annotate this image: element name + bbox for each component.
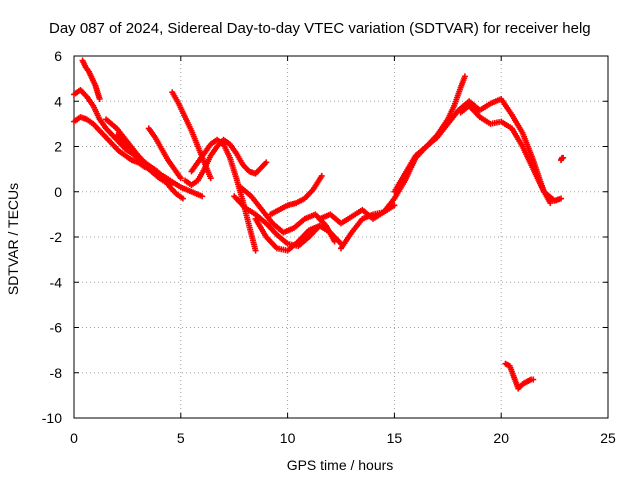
- series-pass-8: [182, 136, 270, 188]
- series-pass-10: [237, 184, 338, 245]
- x-tick-label: 20: [493, 430, 509, 446]
- data-point: [547, 200, 554, 207]
- y-tick-label: -4: [50, 274, 63, 290]
- data-point: [179, 195, 186, 202]
- y-tick-label: 0: [54, 184, 62, 200]
- y-tick-label: -2: [50, 229, 63, 245]
- data-point: [461, 73, 468, 80]
- series-pass-18: [558, 154, 567, 164]
- y-tick-label: -8: [50, 365, 63, 381]
- chart-title: Day 087 of 2024, Sidereal Day-to-day VTE…: [49, 20, 591, 37]
- series-pass-13: [267, 172, 325, 218]
- y-axis-label: SDTVAR / TECUs: [5, 183, 21, 295]
- series-pass-16: [391, 95, 565, 204]
- data-point: [530, 376, 537, 383]
- series-pass-5: [113, 132, 174, 188]
- x-tick-label: 0: [70, 430, 78, 446]
- x-tick-label: 10: [280, 430, 296, 446]
- series-pass-17: [457, 102, 554, 207]
- data-point: [177, 175, 184, 182]
- data-point: [558, 195, 565, 202]
- grid: [74, 56, 608, 418]
- data-point: [318, 172, 325, 179]
- data-point: [252, 247, 259, 254]
- series-pass-3: [79, 57, 103, 102]
- x-tick-label: 25: [600, 430, 616, 446]
- data-point: [316, 222, 323, 229]
- data-points: [71, 57, 567, 392]
- y-tick-label: -10: [42, 410, 62, 426]
- data-point: [96, 95, 103, 102]
- y-tick-label: 2: [54, 139, 62, 155]
- series-pass-19: [502, 360, 537, 392]
- y-tick-label: 6: [54, 48, 62, 64]
- series-pass-6: [145, 125, 184, 182]
- series-pass-15: [316, 73, 468, 227]
- x-axis-label: GPS time / hours: [287, 457, 394, 473]
- data-point: [560, 154, 567, 161]
- x-tick-label: 5: [177, 430, 185, 446]
- data-point: [207, 175, 214, 182]
- data-point: [391, 202, 398, 209]
- data-point: [167, 181, 174, 188]
- y-tick-label: -6: [50, 320, 63, 336]
- y-tick-label: 4: [54, 93, 62, 109]
- data-point: [263, 159, 270, 166]
- data-point: [199, 193, 206, 200]
- series-pass-12: [231, 193, 323, 250]
- x-tick-label: 15: [387, 430, 403, 446]
